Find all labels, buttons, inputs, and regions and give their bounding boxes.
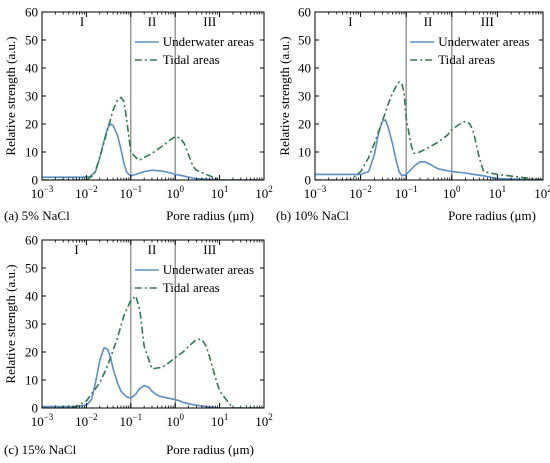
y-tick-label: 20: [25, 117, 38, 132]
region-label-ii: II: [148, 242, 157, 257]
y-tick-label: 20: [25, 345, 38, 360]
y-tick-label: 10: [298, 145, 311, 160]
x-tick-label: 10−3: [304, 184, 327, 201]
y-tick-label: 50: [25, 33, 38, 48]
y-tick-label: 40: [298, 61, 311, 76]
x-tick-label: 10−1: [120, 184, 143, 201]
y-tick-label: 10: [25, 373, 38, 388]
legend-label-tidal: Tidal areas: [438, 52, 495, 67]
x-tick-label: 101: [211, 412, 229, 429]
x-tick-label: 10−2: [75, 184, 98, 201]
x-tick-label: 102: [534, 184, 550, 201]
x-tick-label: 100: [166, 412, 184, 429]
y-tick-label: 60: [298, 5, 311, 20]
y-tick-label: 60: [25, 233, 38, 248]
panel-a-caption: (a) 5% NaCl: [4, 208, 70, 223]
panel-c-caption: (c) 15% NaCl: [4, 442, 77, 457]
region-label-ii: II: [148, 14, 157, 29]
y-tick-label: 40: [25, 289, 38, 304]
y-tick-label: 30: [298, 89, 311, 104]
x-tick-label: 10−3: [31, 184, 54, 201]
x-tick-label: 10−2: [349, 184, 372, 201]
x-axis-label: Pore radius (μm): [166, 442, 254, 457]
x-tick-label: 100: [166, 184, 184, 201]
series-line-tidal: [42, 96, 264, 180]
x-tick-label: 102: [255, 184, 273, 201]
y-tick-label: 20: [298, 117, 311, 132]
region-label-ii: II: [424, 14, 433, 29]
y-axis-label: Relative strength (a.u.): [3, 264, 18, 383]
series-line-tidal: [42, 295, 264, 408]
region-label-i: I: [74, 242, 78, 257]
x-tick-label: 100: [443, 184, 461, 201]
y-tick-label: 10: [25, 145, 38, 160]
series-line-tidal: [315, 81, 543, 180]
y-tick-label: 0: [32, 173, 39, 188]
x-tick-label: 10−1: [395, 184, 418, 201]
legend-label-underwater: Underwater areas: [163, 34, 254, 49]
legend-label-tidal: Tidal areas: [163, 52, 220, 67]
legend-label-underwater: Underwater areas: [163, 262, 254, 277]
series-line-underwater: [42, 347, 264, 408]
series-line-underwater: [315, 119, 543, 180]
y-tick-label: 30: [25, 89, 38, 104]
y-tick-label: 0: [32, 401, 39, 416]
y-tick-label: 50: [25, 261, 38, 276]
x-tick-label: 102: [255, 412, 273, 429]
y-tick-label: 40: [25, 61, 38, 76]
x-tick-label: 10−2: [75, 412, 98, 429]
legend-label-underwater: Underwater areas: [438, 34, 529, 49]
y-axis-label: Relative strength (a.u.): [3, 36, 18, 155]
x-tick-label: 101: [211, 184, 229, 201]
region-label-i: I: [80, 14, 84, 29]
region-label-iii: III: [203, 14, 216, 29]
region-label-iii: III: [481, 14, 494, 29]
y-tick-label: 50: [298, 33, 311, 48]
legend-label-tidal: Tidal areas: [163, 280, 220, 295]
y-tick-label: 30: [25, 317, 38, 332]
x-axis-label: Pore radius (μm): [166, 208, 254, 223]
y-tick-label: 0: [305, 173, 312, 188]
x-tick-label: 101: [489, 184, 507, 201]
x-tick-label: 10−1: [120, 412, 143, 429]
y-axis-label: Relative strength (a.u.): [277, 36, 292, 155]
panel-b-caption: (b) 10% NaCl: [276, 208, 349, 223]
region-label-i: I: [348, 14, 352, 29]
x-axis-label: Pore radius (μm): [448, 208, 536, 223]
y-tick-label: 60: [25, 5, 38, 20]
x-tick-label: 10−3: [31, 412, 54, 429]
region-label-iii: III: [203, 242, 216, 257]
